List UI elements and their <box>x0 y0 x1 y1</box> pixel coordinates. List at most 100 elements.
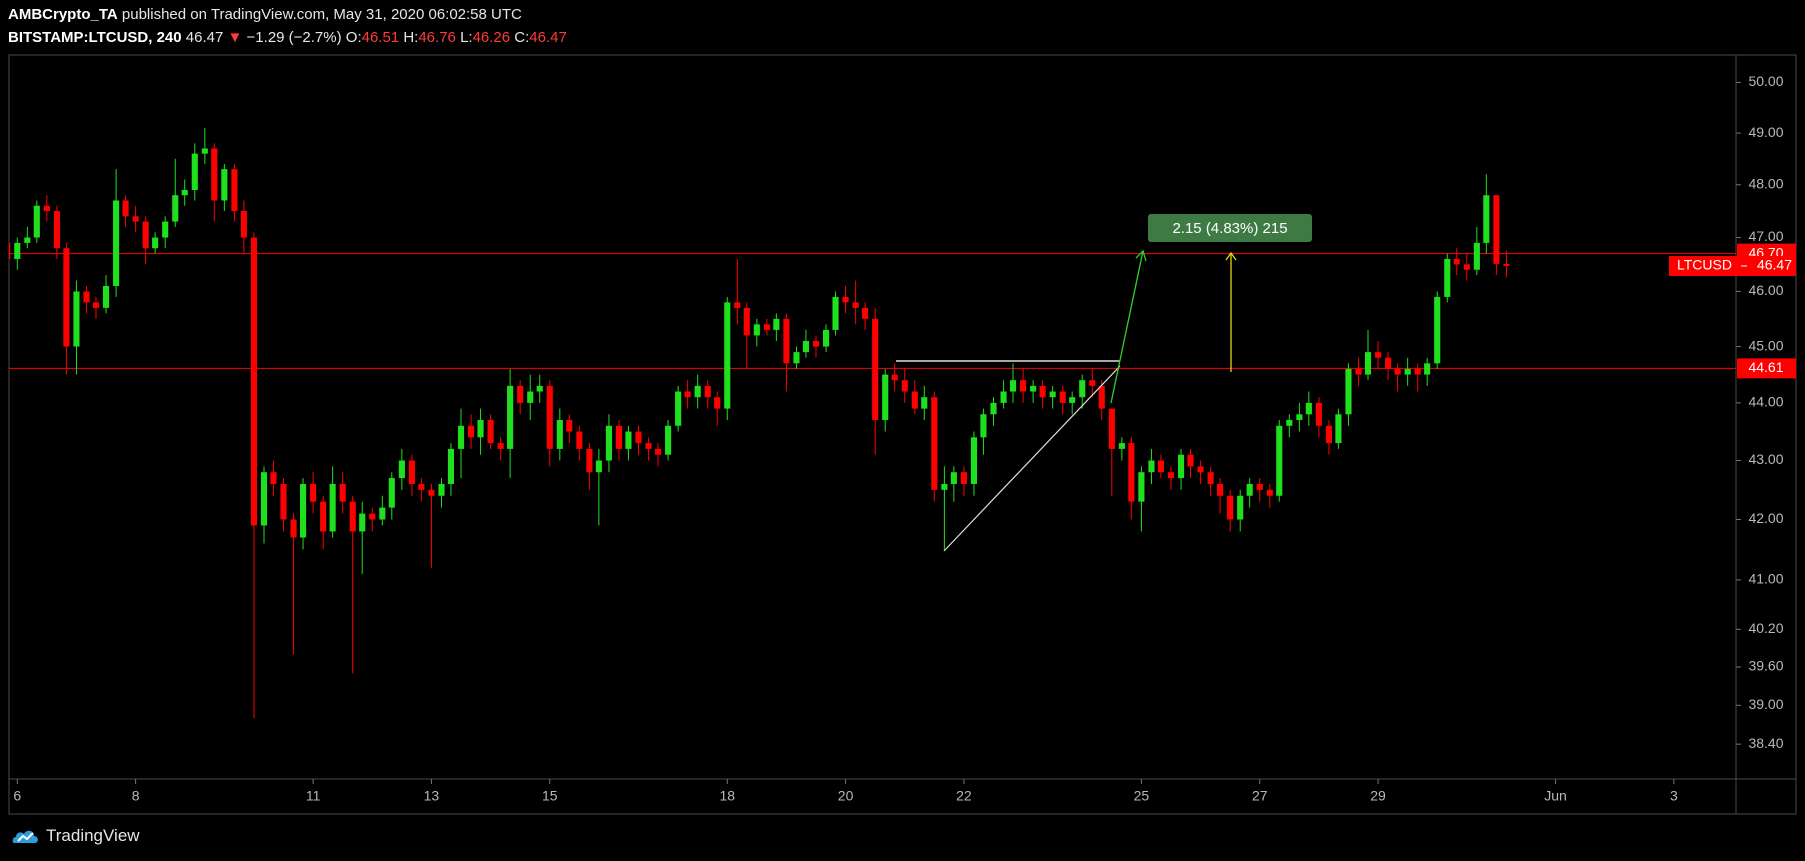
candle-body <box>615 425 623 449</box>
candle-body <box>1305 402 1312 415</box>
candle-body <box>950 472 957 484</box>
symbol[interactable]: BITSTAMP:LTCUSD, 240 <box>8 29 182 46</box>
close-label: C: <box>514 29 530 46</box>
candle-body <box>743 307 750 336</box>
candle-body <box>369 513 376 520</box>
candle-body <box>1325 425 1333 444</box>
candle-body <box>802 340 809 353</box>
x-tick-label: 15 <box>542 788 558 804</box>
drawings: 2.15 (4.83%) 215 <box>896 214 1312 552</box>
candle-body <box>1256 483 1263 490</box>
open-label: O: <box>345 29 362 46</box>
candle-body <box>1059 391 1066 403</box>
last-price: 46.47 <box>185 29 224 46</box>
candle-body <box>299 483 307 538</box>
candle-body <box>645 443 652 449</box>
candle-body <box>211 148 218 201</box>
candle-body <box>102 286 110 308</box>
candle-body <box>970 437 978 484</box>
candle-body <box>290 519 297 538</box>
candle-body <box>447 448 455 484</box>
author[interactable]: AMBCrypto_TA <box>8 6 118 23</box>
candle-body <box>1424 363 1431 375</box>
candle-body <box>162 221 169 238</box>
candle-body <box>231 169 238 212</box>
candle-body <box>1118 443 1125 449</box>
candle-body <box>1434 296 1441 364</box>
y-tick-label: 45.00 <box>1748 337 1783 353</box>
candle-body <box>418 483 425 490</box>
open-value: 46.51 <box>361 29 400 46</box>
symbol-line: BITSTAMP:LTCUSD, 240 46.47 ▼ −1.29 (−2.7… <box>8 29 567 46</box>
x-tick-label: 20 <box>838 788 854 804</box>
y-tick-label: 41.00 <box>1748 571 1783 587</box>
x-tick-label: 29 <box>1370 788 1386 804</box>
candle-body <box>1335 414 1342 444</box>
publish-line: AMBCrypto_TA published on TradingView.co… <box>8 6 522 23</box>
low-label: L: <box>460 29 473 46</box>
brand-logo[interactable] <box>12 827 40 845</box>
candle-body <box>724 302 731 409</box>
x-tick-label: 18 <box>719 788 735 804</box>
candle-body <box>1049 391 1056 398</box>
candle-body <box>1187 454 1194 467</box>
projection-arrow[interactable] <box>1110 250 1144 404</box>
y-tick-label: 42.00 <box>1748 510 1783 526</box>
candle-body <box>1207 472 1214 484</box>
publish-info: published on TradingView.com, May 31, 20… <box>121 6 522 23</box>
last-price-tag: LTCUSD 46.47 <box>1669 255 1796 276</box>
candle-body <box>1296 414 1303 421</box>
candle-body <box>1237 495 1244 520</box>
candle-body <box>428 489 435 496</box>
candle-body <box>1167 472 1175 479</box>
candle-body <box>408 460 415 484</box>
candle-body <box>329 483 336 532</box>
candle-body <box>556 420 563 449</box>
candle-body <box>201 148 208 154</box>
candle-body <box>1375 352 1382 358</box>
x-tick-label: 8 <box>132 788 140 804</box>
candle-body <box>191 153 198 190</box>
candles <box>9 127 1510 719</box>
candle-body <box>1079 380 1086 398</box>
measure-box[interactable] <box>1148 214 1312 242</box>
candle-body <box>980 414 987 438</box>
candle-body <box>1227 495 1234 520</box>
x-tick-label: 22 <box>956 788 972 804</box>
candle-body <box>536 385 543 392</box>
candle-body <box>1385 357 1392 369</box>
candle-body <box>990 402 997 415</box>
candle-body <box>1089 380 1096 386</box>
candle-body <box>1286 420 1293 426</box>
y-tick-label: 46.00 <box>1748 282 1783 298</box>
last-price-symbol: LTCUSD <box>1677 257 1732 273</box>
y-tick-label: 43.00 <box>1748 451 1783 467</box>
x-tick-label: 13 <box>424 788 440 804</box>
candle-body <box>132 216 139 222</box>
candle-body <box>320 501 327 532</box>
footer: TradingView <box>12 826 140 846</box>
projection-arrowhead <box>1135 249 1147 262</box>
candle-body <box>73 291 80 347</box>
candle-body <box>142 221 149 249</box>
last-price-value: 46.47 <box>1757 257 1792 273</box>
candle-body <box>280 483 287 520</box>
measure-arrowhead <box>1225 251 1237 261</box>
candle-body <box>1394 368 1401 375</box>
candle-body <box>1009 380 1017 392</box>
candle-body <box>783 318 790 364</box>
measure-label: 2.15 (4.83%) 215 <box>1172 220 1287 237</box>
y-tick-label: 39.00 <box>1748 696 1783 712</box>
candle-body <box>527 391 534 403</box>
x-tick-label: 11 <box>306 788 321 804</box>
trend-line[interactable] <box>943 365 1121 552</box>
candle-body <box>1404 368 1411 375</box>
candle-body <box>1483 195 1490 243</box>
candle-body <box>704 385 711 398</box>
candle-body <box>1217 483 1224 496</box>
brand-name[interactable]: TradingView <box>46 826 140 845</box>
candle-body <box>152 237 159 249</box>
x-tick-label: 25 <box>1134 788 1150 804</box>
level-label-box <box>1737 358 1796 379</box>
